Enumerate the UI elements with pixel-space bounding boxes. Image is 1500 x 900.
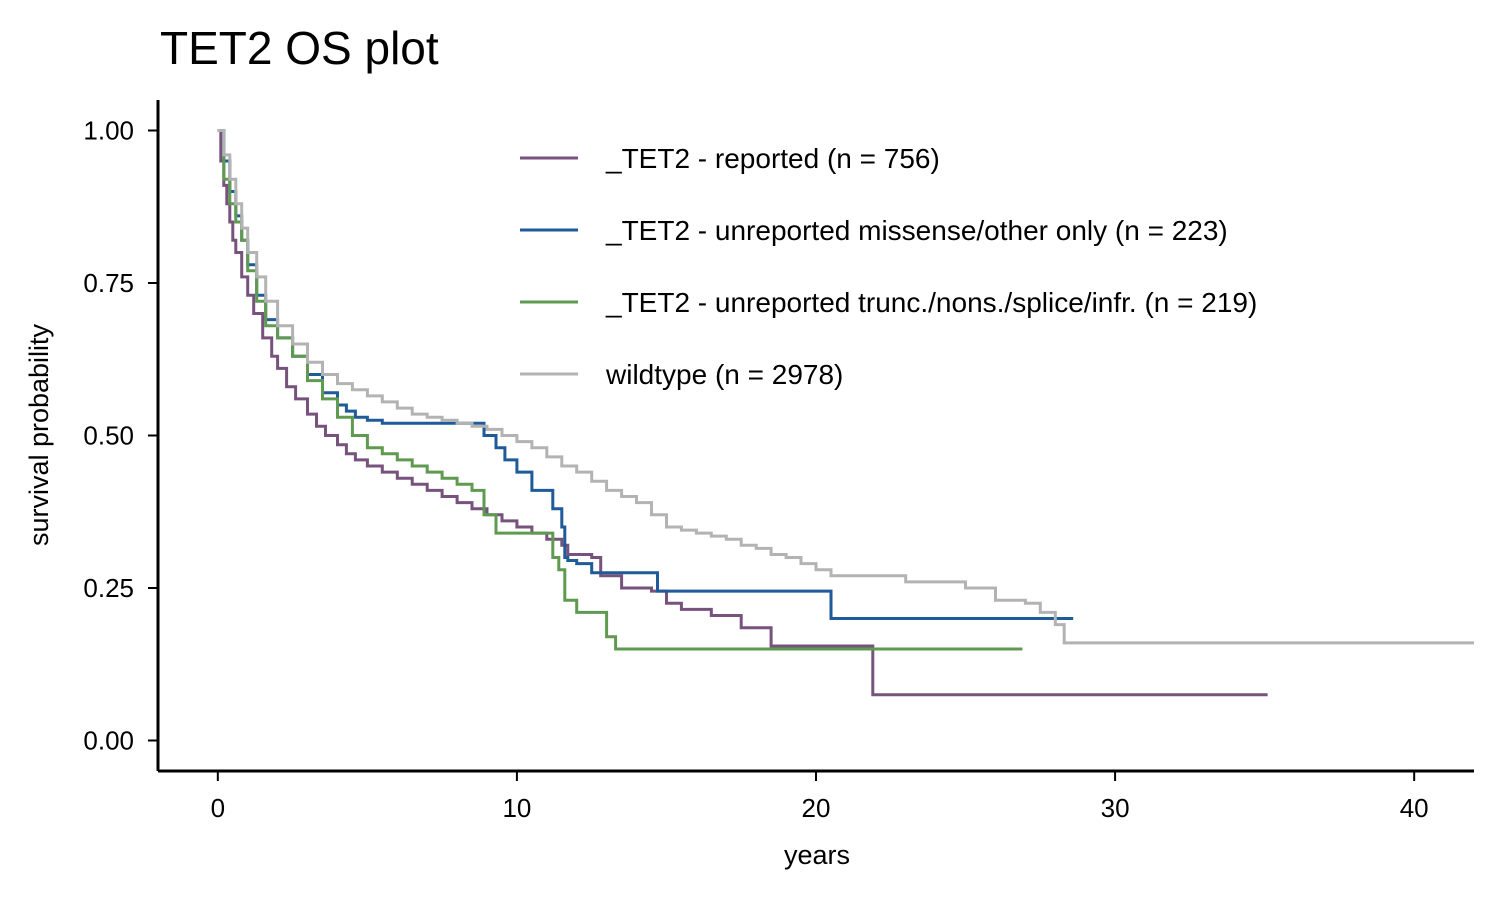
- axes: 0 10 20 30 40 0.00 0.25 0.50 0.75 1.00: [83, 100, 1474, 823]
- legend-label-2: _TET2 - unreported missense/other only (…: [605, 215, 1228, 246]
- x-tick-label: 20: [802, 793, 831, 823]
- y-tick-label: 0.50: [83, 421, 134, 451]
- x-tick-label: 0: [211, 793, 225, 823]
- series-line-4: [217, 129, 1474, 645]
- series-line-1: [217, 129, 1268, 697]
- y-tick-label: 0.00: [83, 726, 134, 756]
- series-lines: [217, 129, 1474, 697]
- x-axis-label: years: [784, 840, 850, 870]
- x-tick-label: 30: [1101, 793, 1130, 823]
- series-line-3: [217, 129, 1023, 651]
- x-tick-label: 40: [1400, 793, 1429, 823]
- legend-label-4: wildtype (n = 2978): [605, 359, 843, 390]
- y-axis-label: survival probability: [24, 323, 54, 546]
- x-tick-label: 10: [502, 793, 531, 823]
- y-tick-label: 0.75: [83, 268, 134, 298]
- legend-label-3: _TET2 - unreported trunc./nons./splice/i…: [605, 287, 1257, 318]
- legend-label-1: _TET2 - reported (n = 756): [605, 143, 940, 174]
- legend: _TET2 - reported (n = 756) _TET2 - unrepo…: [520, 143, 1257, 390]
- y-tick-label: 0.25: [83, 573, 134, 603]
- y-tick-label: 1.00: [83, 116, 134, 146]
- chart-title: TET2 OS plot: [160, 22, 439, 74]
